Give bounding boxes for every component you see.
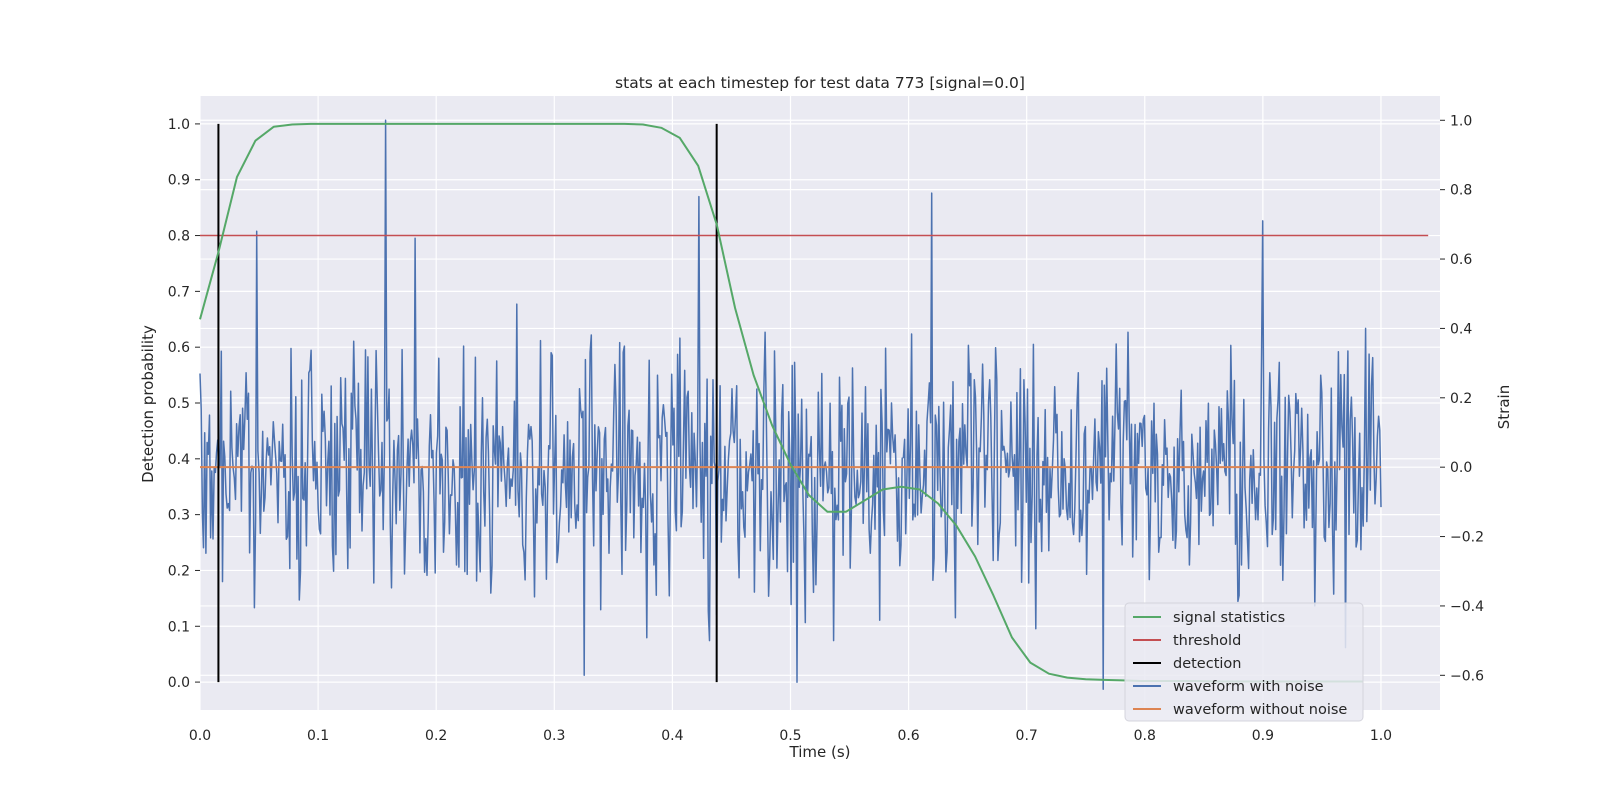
y-axis-label: Detection probability bbox=[139, 325, 157, 483]
legend-label: signal statistics bbox=[1173, 610, 1285, 626]
legend-label: waveform without noise bbox=[1173, 702, 1347, 718]
y2-tick-label: −0.2 bbox=[1450, 530, 1484, 546]
y-tick-label: 0.3 bbox=[168, 508, 190, 524]
y-tick-label: 0.1 bbox=[168, 619, 190, 635]
x-tick-label: 0.0 bbox=[189, 728, 211, 744]
y-tick-label: 0.9 bbox=[168, 173, 190, 189]
legend-label: threshold bbox=[1173, 633, 1241, 649]
y-tick-label: 0.4 bbox=[168, 452, 190, 468]
y-axis-left: 0.0 0.1 0.2 0.3 0.4 0.5 0.6 0.7 0.8 0.9 1.0 bbox=[168, 117, 200, 691]
x-tick-label: 0.5 bbox=[779, 728, 801, 744]
y-tick-label: 0.6 bbox=[168, 340, 190, 356]
legend-label: waveform with noise bbox=[1173, 679, 1324, 695]
y-tick-label: 0.7 bbox=[168, 284, 190, 300]
y2-tick-label: 0.2 bbox=[1450, 391, 1472, 407]
x-tick-label: 1.0 bbox=[1370, 728, 1392, 744]
y2-tick-label: 0.8 bbox=[1450, 183, 1472, 199]
y-tick-label: 0.5 bbox=[168, 396, 190, 412]
series-waveform-with-noise bbox=[199, 119, 1382, 690]
x-tick-label: 0.1 bbox=[307, 728, 329, 744]
y2-tick-label: 1.0 bbox=[1450, 113, 1472, 129]
chart-title: stats at each timestep for test data 773… bbox=[615, 74, 1025, 92]
y2-tick-label: 0.4 bbox=[1450, 321, 1472, 337]
legend-box bbox=[1124, 602, 1364, 722]
y2-tick-label: 0.0 bbox=[1450, 460, 1472, 476]
y-tick-label: 0.0 bbox=[168, 675, 190, 691]
x-tick-label: 0.3 bbox=[543, 728, 565, 744]
x-tick-label: 0.6 bbox=[897, 728, 919, 744]
y2-tick-label: −0.6 bbox=[1450, 668, 1484, 684]
x-axis: 0.0 0.1 0.2 0.3 0.4 0.5 0.6 0.7 0.8 0.9 1.0 bbox=[189, 728, 1392, 744]
x-tick-label: 0.9 bbox=[1252, 728, 1274, 744]
y2-axis-label: Strain bbox=[1495, 385, 1513, 429]
y-tick-label: 1.0 bbox=[168, 117, 190, 133]
y-tick-label: 0.8 bbox=[168, 229, 190, 245]
y2-tick-label: 0.6 bbox=[1450, 252, 1472, 268]
x-tick-label: 0.2 bbox=[425, 728, 447, 744]
y-axis-right: −0.6 −0.4 −0.2 0.0 0.2 0.4 0.6 0.8 1.0 bbox=[1440, 113, 1484, 684]
y2-tick-label: −0.4 bbox=[1450, 599, 1484, 615]
x-tick-label: 0.4 bbox=[661, 728, 683, 744]
y-tick-label: 0.2 bbox=[168, 563, 190, 579]
x-axis-label: Time (s) bbox=[789, 743, 851, 761]
legend-label: detection bbox=[1173, 656, 1241, 672]
legend: signal statistics threshold detection wavef… bbox=[1124, 602, 1364, 722]
x-tick-label: 0.8 bbox=[1134, 728, 1156, 744]
x-tick-label: 0.7 bbox=[1016, 728, 1038, 744]
